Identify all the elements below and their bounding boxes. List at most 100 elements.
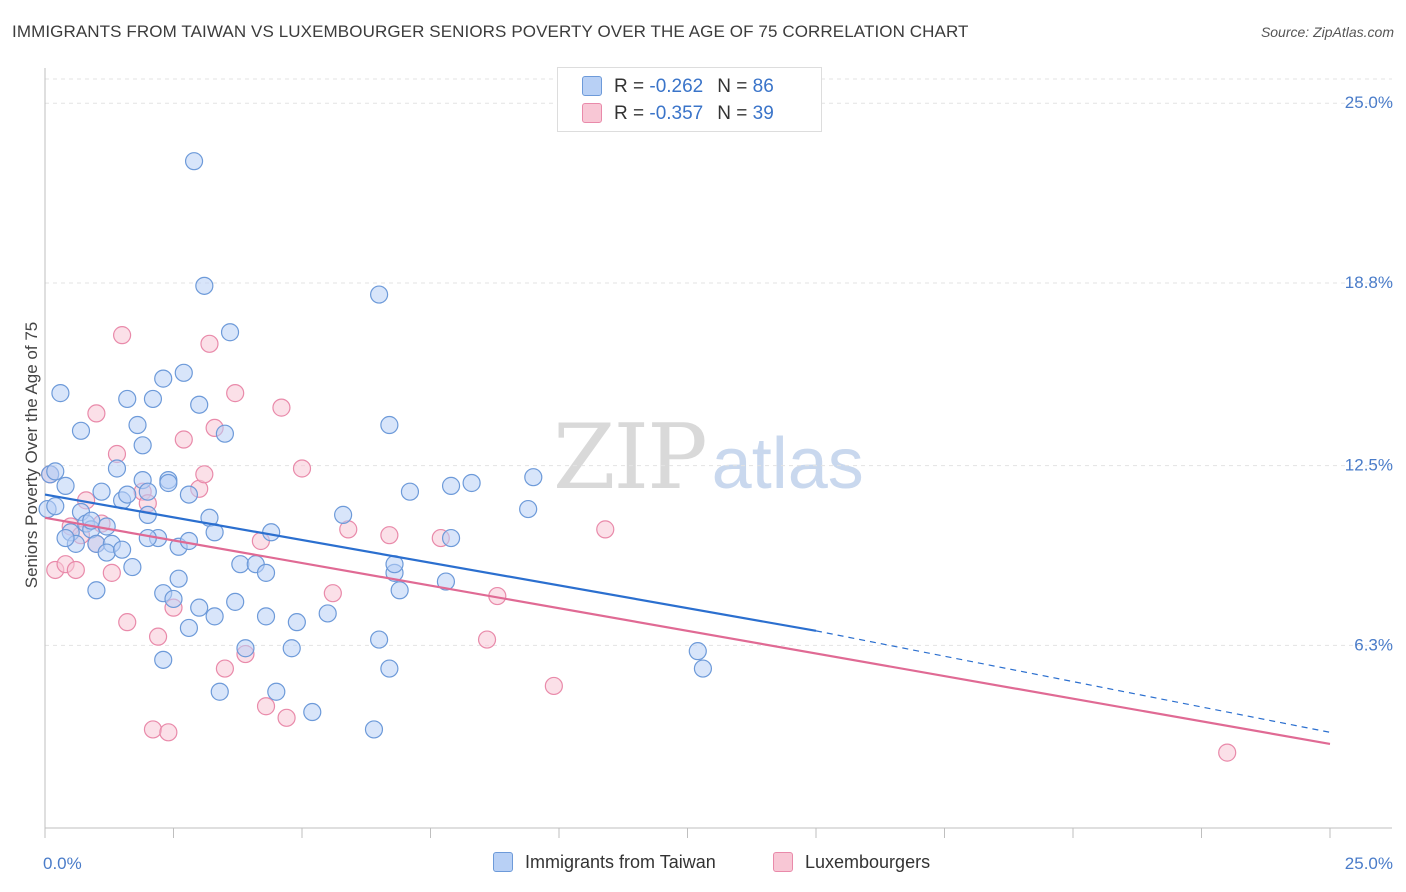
- data-point-taiwan: [133, 436, 152, 455]
- data-point-taiwan: [256, 563, 276, 582]
- data-point-luxembourgers: [195, 465, 214, 484]
- data-point-taiwan: [380, 659, 399, 678]
- r-label: R =: [614, 103, 650, 124]
- data-point-taiwan: [87, 581, 106, 600]
- data-point-luxembourgers: [596, 520, 615, 539]
- y-axis-label: Seniors Poverty Over the Age of 75: [22, 322, 41, 588]
- axes: [44, 68, 1392, 838]
- x-tick-label: 25.0%: [1345, 854, 1393, 873]
- n-label: N =: [717, 103, 753, 124]
- data-point-taiwan: [364, 720, 384, 739]
- data-point-taiwan: [220, 323, 240, 342]
- data-point-taiwan: [107, 459, 127, 478]
- legend-swatch-blue: [493, 852, 513, 872]
- data-point-taiwan: [215, 424, 234, 443]
- data-point-taiwan: [524, 468, 543, 487]
- legend-swatch-blue: [582, 76, 602, 96]
- series-taiwan-points: [38, 152, 713, 739]
- source-label: Source: ZipAtlas.com: [1260, 24, 1394, 40]
- legend-item-luxembourgers[interactable]: Luxembourgers: [773, 852, 930, 873]
- data-point-taiwan: [154, 369, 173, 388]
- data-point-taiwan: [262, 523, 281, 542]
- series-legend: Immigrants from Taiwan Luxembourgers: [0, 852, 1406, 878]
- legend-label-taiwan: Immigrants from Taiwan: [525, 852, 716, 872]
- legend-label-luxembourgers: Luxembourgers: [805, 852, 931, 872]
- data-point-taiwan: [282, 639, 301, 658]
- data-point-taiwan: [118, 485, 137, 504]
- data-point-taiwan: [143, 389, 163, 409]
- trend-line-luxembourgers: [44, 516, 1331, 746]
- data-point-taiwan: [226, 592, 245, 611]
- data-point-luxembourgers: [544, 676, 563, 696]
- data-point-taiwan: [400, 482, 420, 501]
- data-point-taiwan: [179, 618, 199, 638]
- data-point-luxembourgers: [102, 563, 121, 582]
- data-point-luxembourgers: [143, 720, 163, 739]
- data-point-luxembourgers: [174, 430, 193, 449]
- data-point-luxembourgers: [1218, 743, 1237, 762]
- trend-line-taiwan-extension: [815, 630, 1331, 733]
- legend-item-taiwan[interactable]: Immigrants from Taiwan: [493, 852, 716, 873]
- data-point-taiwan: [693, 659, 713, 678]
- data-point-luxembourgers: [215, 659, 234, 678]
- data-point-taiwan: [174, 363, 193, 382]
- data-point-luxembourgers: [112, 326, 132, 345]
- data-point-luxembourgers: [272, 398, 291, 417]
- data-point-luxembourgers: [66, 560, 85, 580]
- data-point-taiwan: [462, 473, 481, 493]
- data-point-taiwan: [56, 528, 75, 548]
- data-point-taiwan: [184, 152, 204, 171]
- y-tick-label: 18.8%: [1345, 273, 1393, 292]
- data-point-taiwan: [128, 415, 147, 435]
- legend-row-luxembourgers: R = -0.357 N = 39: [582, 103, 774, 127]
- r-value: -0.262: [649, 76, 704, 97]
- data-point-taiwan: [334, 505, 353, 524]
- n-label: N =: [717, 76, 753, 97]
- data-point-taiwan: [231, 555, 250, 574]
- data-point-luxembourgers: [226, 384, 245, 403]
- data-point-taiwan: [164, 589, 183, 609]
- data-point-taiwan: [195, 276, 214, 295]
- data-point-taiwan: [688, 642, 707, 661]
- y-tick-label: 6.3%: [1354, 635, 1393, 654]
- data-point-taiwan: [46, 497, 65, 516]
- data-point-taiwan: [210, 682, 229, 701]
- data-point-taiwan: [441, 476, 461, 495]
- data-point-taiwan: [190, 598, 209, 617]
- data-point-taiwan: [256, 607, 276, 626]
- data-point-taiwan: [56, 476, 75, 495]
- y-tick-label: 25.0%: [1345, 93, 1393, 112]
- data-point-taiwan: [318, 604, 337, 623]
- correlation-legend: R = -0.262 N = 86 R = -0.357 N = 39: [557, 67, 822, 132]
- data-point-luxembourgers: [200, 334, 219, 353]
- data-point-taiwan: [370, 630, 389, 649]
- data-point-taiwan: [154, 650, 173, 669]
- data-point-taiwan: [205, 607, 224, 626]
- n-value: 39: [752, 103, 774, 124]
- trend-lines: [44, 493, 1331, 746]
- data-point-taiwan: [138, 528, 157, 548]
- data-point-luxembourgers: [159, 723, 178, 742]
- data-point-luxembourgers: [256, 697, 276, 716]
- trend-line-taiwan: [44, 493, 817, 632]
- data-point-taiwan: [71, 421, 91, 440]
- data-point-taiwan: [370, 285, 389, 304]
- axis-labels: 6.3% 12.5% 18.8% 25.0% 0.0% 25.0% Seniors Pove…: [22, 93, 1393, 873]
- data-point-luxembourgers: [277, 708, 296, 727]
- data-point-taiwan: [436, 572, 456, 591]
- data-point-taiwan: [179, 485, 199, 504]
- r-value: -0.357: [649, 103, 704, 124]
- data-point-taiwan: [97, 543, 116, 562]
- data-point-taiwan: [169, 569, 188, 588]
- legend-row-taiwan: R = -0.262 N = 86: [582, 76, 774, 100]
- data-point-taiwan: [390, 581, 409, 600]
- data-point-taiwan: [118, 389, 137, 409]
- data-point-luxembourgers: [380, 526, 399, 545]
- data-point-luxembourgers: [292, 459, 312, 478]
- data-point-luxembourgers: [323, 584, 342, 603]
- data-point-luxembourgers: [477, 630, 497, 649]
- legend-swatch-pink: [773, 852, 793, 872]
- data-point-taiwan: [519, 499, 538, 519]
- data-point-taiwan: [51, 384, 70, 403]
